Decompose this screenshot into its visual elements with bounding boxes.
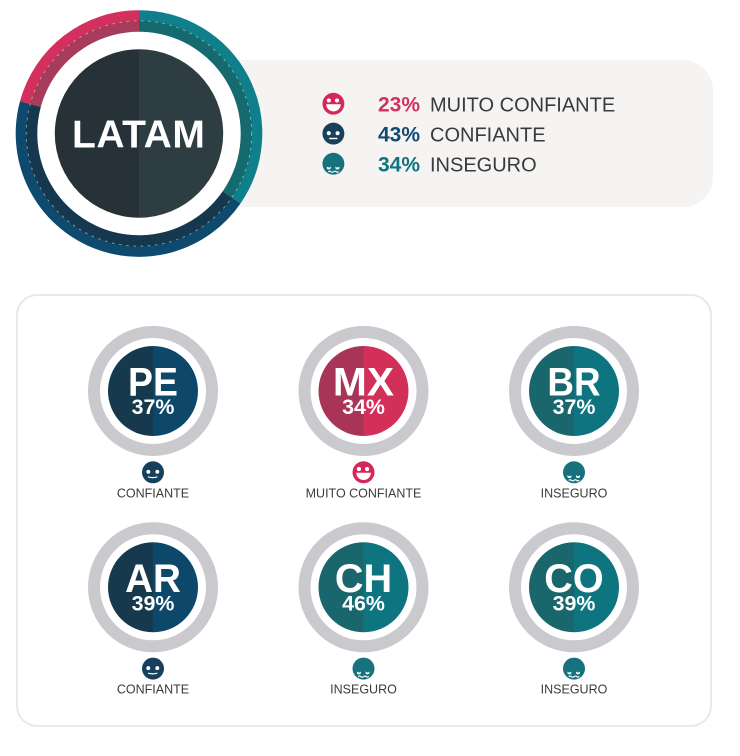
svg-text:CONFIANTE: CONFIANTE — [117, 683, 189, 697]
svg-text:39%: 39% — [553, 591, 596, 615]
svg-text:37%: 37% — [553, 395, 596, 419]
svg-text:MUITO CONFIANTE: MUITO CONFIANTE — [430, 94, 615, 116]
svg-text:23%: 23% — [378, 93, 420, 116]
svg-text:PE: PE — [128, 361, 178, 405]
svg-text:34%: 34% — [378, 153, 420, 176]
svg-text:LATAM: LATAM — [72, 113, 205, 156]
svg-text:46%: 46% — [342, 591, 385, 615]
svg-text:AR: AR — [125, 557, 181, 601]
svg-text:MUITO CONFIANTE: MUITO CONFIANTE — [306, 486, 422, 500]
svg-text:37%: 37% — [132, 395, 175, 419]
svg-text:INSEGURO: INSEGURO — [430, 154, 537, 176]
svg-text:MX: MX — [333, 361, 394, 405]
svg-text:CONFIANTE: CONFIANTE — [117, 486, 189, 500]
svg-text:INSEGURO: INSEGURO — [541, 486, 608, 500]
svg-text:43%: 43% — [378, 123, 420, 146]
svg-text:INSEGURO: INSEGURO — [330, 683, 397, 697]
svg-text:CO: CO — [544, 557, 603, 601]
svg-text:CH: CH — [335, 557, 392, 601]
svg-text:39%: 39% — [132, 591, 175, 615]
svg-text:INSEGURO: INSEGURO — [541, 683, 608, 697]
svg-text:BR: BR — [547, 361, 600, 405]
svg-text:CONFIANTE: CONFIANTE — [430, 124, 546, 146]
svg-text:34%: 34% — [342, 395, 385, 419]
